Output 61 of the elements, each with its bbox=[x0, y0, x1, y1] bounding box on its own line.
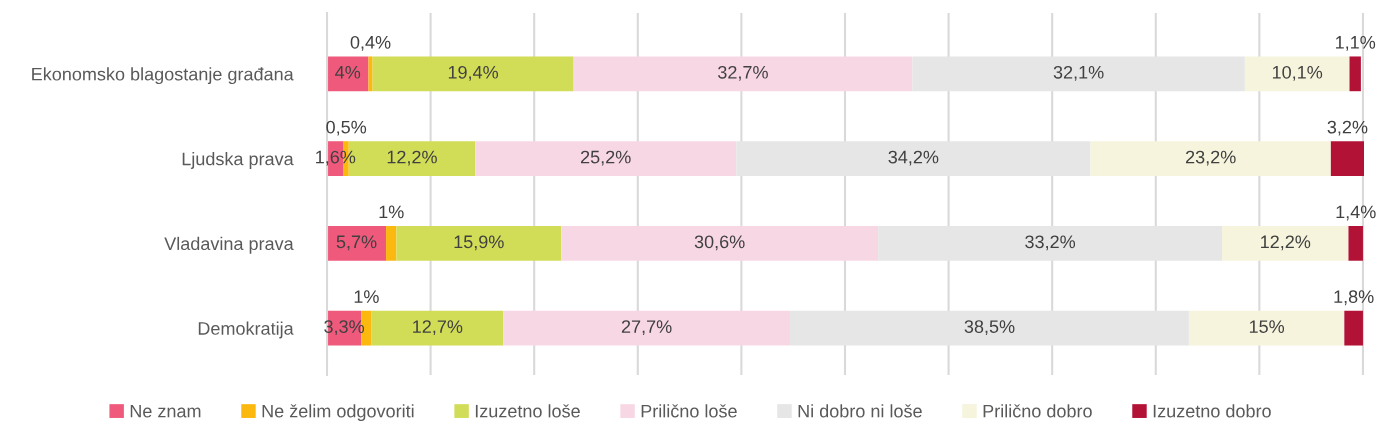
bar bbox=[878, 225, 1223, 261]
data-label: 15% bbox=[1249, 320, 1285, 333]
data-label: 33,2% bbox=[1025, 235, 1076, 251]
legend-label: Ne znam bbox=[130, 404, 201, 418]
bar bbox=[372, 56, 574, 92]
data-label: 1% bbox=[354, 290, 379, 303]
data-label: 12,2% bbox=[1261, 235, 1311, 251]
data-label: 38,5% bbox=[964, 320, 1015, 336]
y-tick-label: Vladavina prava bbox=[164, 236, 294, 254]
data-label: 0,4% bbox=[350, 35, 391, 51]
data-label: 1,8% bbox=[1334, 290, 1374, 306]
data-label: 12,7% bbox=[413, 320, 463, 336]
bar bbox=[1222, 225, 1349, 261]
data-label: 10,1% bbox=[1272, 65, 1323, 81]
bar bbox=[1244, 56, 1350, 92]
data-label: 0,5% bbox=[326, 120, 367, 136]
data-label: 1,1% bbox=[1335, 36, 1376, 51]
legend-label: Izuzetno loše bbox=[475, 404, 580, 418]
bar bbox=[396, 225, 562, 261]
bar bbox=[386, 225, 397, 261]
data-label: 3,2% bbox=[1327, 120, 1368, 136]
data-label: 25,2% bbox=[580, 150, 631, 166]
bar bbox=[1349, 56, 1361, 92]
bar bbox=[1344, 310, 1363, 346]
bar bbox=[368, 56, 373, 92]
data-label: 1% bbox=[379, 205, 404, 219]
bar bbox=[561, 225, 879, 261]
data-label: 5,7% bbox=[336, 235, 377, 251]
bar bbox=[371, 310, 504, 346]
data-label: 1,6% bbox=[316, 150, 356, 166]
data-label: 19,4% bbox=[448, 65, 499, 81]
bar bbox=[1348, 225, 1363, 261]
legend-label: Prilično dobro bbox=[983, 404, 1092, 418]
data-label: 32,7% bbox=[718, 65, 768, 81]
legend-label: Ni dobro ni loše bbox=[798, 404, 922, 418]
legend-label: Prilično loše bbox=[641, 404, 737, 418]
data-label: 4% bbox=[335, 65, 361, 79]
data-label: 32,1% bbox=[1053, 65, 1104, 81]
bar bbox=[475, 141, 737, 176]
bar bbox=[1330, 141, 1364, 176]
bar bbox=[736, 141, 1091, 176]
bar bbox=[327, 56, 369, 92]
y-tick-label: Ljudska prava bbox=[182, 152, 294, 169]
bar bbox=[912, 56, 1245, 92]
bar bbox=[573, 56, 913, 92]
data-label: 30,6% bbox=[694, 235, 745, 251]
bar bbox=[790, 310, 1189, 346]
y-tick-label: Ekonomsko blagostanje građana bbox=[32, 67, 294, 85]
legend-label: Ne želim odgovoriti bbox=[262, 404, 414, 422]
data-label: 23,2% bbox=[1185, 150, 1236, 166]
bar bbox=[327, 225, 387, 261]
bar bbox=[1090, 141, 1331, 176]
bar bbox=[1188, 310, 1345, 346]
data-label: 12,2% bbox=[387, 150, 437, 166]
y-tick-label: Demokratija bbox=[198, 321, 294, 339]
data-label: 27,7% bbox=[621, 320, 672, 336]
data-label: 1,4% bbox=[1336, 205, 1376, 221]
legend-label: Izuzetno dobro bbox=[1153, 404, 1271, 418]
data-label: 34,2% bbox=[888, 150, 939, 166]
bar bbox=[503, 310, 791, 346]
data-label: 15,9% bbox=[454, 235, 504, 251]
